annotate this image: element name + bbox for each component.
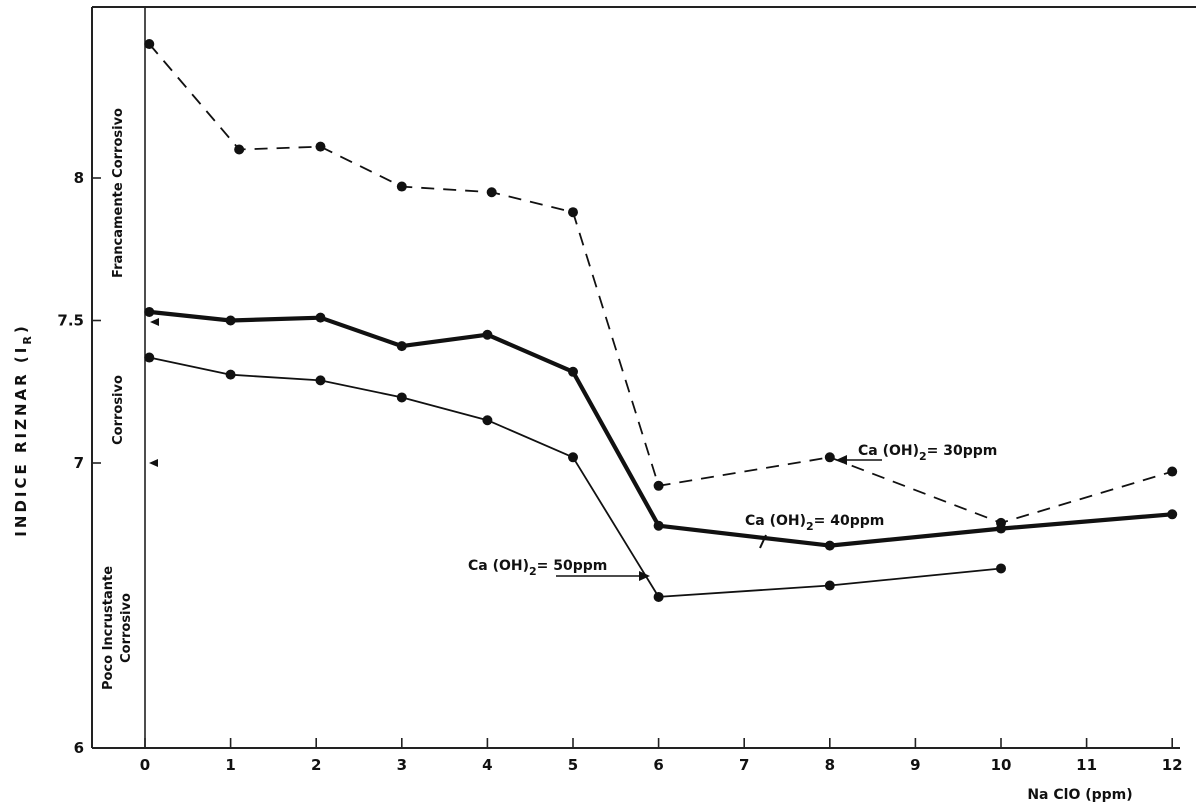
x-tick-group: 0 1 2 3 4 5 6 7 8 9 10 11 12 — [140, 738, 1183, 774]
series-1-point — [653, 480, 664, 491]
y-axis-label-sub: R — [21, 333, 34, 344]
series-2-point — [653, 520, 664, 531]
annotation-50ppm-main: Ca (OH) — [468, 558, 529, 574]
y-tick-label: 7.5 — [57, 312, 84, 330]
x-tick-label: 10 — [991, 756, 1012, 774]
annotation-40ppm-main: Ca (OH) — [745, 513, 806, 529]
y-tick-label: 6 — [74, 739, 84, 757]
series-2-point — [1167, 509, 1178, 520]
series-2-point — [144, 306, 155, 317]
x-axis-label: Na ClO (ppm) — [1027, 787, 1132, 803]
series-3-point — [824, 580, 835, 591]
zone-marker-upper — [150, 318, 159, 326]
annotation-50ppm: Ca (OH)2= 50ppm — [468, 558, 607, 578]
x-tick-label: 2 — [311, 756, 321, 774]
x-tick-label: 12 — [1162, 756, 1183, 774]
series-1-point — [234, 144, 245, 155]
series-2-point — [824, 540, 835, 551]
series-2-point — [996, 523, 1006, 534]
annotation-50ppm-rest: = 50ppm — [537, 558, 608, 574]
series-1-point — [568, 207, 578, 218]
series-2-point — [396, 341, 407, 352]
y-axis-label: INDICE RIZNAR (IR) — [12, 323, 34, 536]
y-tick-label: 7 — [74, 454, 84, 472]
series-1-point — [824, 452, 835, 463]
series-1-point — [144, 39, 155, 50]
series-3-point — [568, 452, 578, 463]
series-1-point — [486, 187, 497, 198]
annotation-30ppm-main: Ca (OH) — [858, 443, 919, 459]
series-2-point — [568, 366, 578, 377]
x-tick-label: 4 — [482, 756, 492, 774]
chart-frame — [91, 6, 1196, 749]
series-1-point — [396, 181, 407, 192]
series-3-point — [482, 415, 493, 426]
series-line-2 — [149, 309, 1173, 548]
y-tick-label: 8 — [74, 169, 84, 187]
zone-marker-lower — [149, 459, 158, 467]
series-group — [144, 39, 1178, 602]
annotation-30ppm-sub: 2 — [919, 450, 927, 463]
annotation-50ppm-sub: 2 — [529, 565, 537, 578]
series-line-1 — [148, 43, 1173, 524]
x-tick-label: 11 — [1076, 756, 1097, 774]
x-tick-label: 5 — [568, 756, 578, 774]
zone-label-corrosivo: Corrosivo — [111, 375, 126, 445]
series-3-point — [653, 591, 664, 602]
x-tick-label: 6 — [653, 756, 663, 774]
zone-label-poco-1: Poco Incrustante — [101, 566, 116, 690]
y-axis-label-main: INDICE RIZNAR (I — [12, 345, 30, 537]
annotation-30ppm-arrowhead — [836, 455, 847, 465]
zone-label-francamente: Francamente Corrosivo — [111, 108, 126, 278]
series-2-point — [482, 329, 493, 340]
annotation-30ppm: Ca (OH)2= 30ppm — [858, 443, 997, 463]
series-3-point — [315, 375, 326, 386]
series-3-point — [144, 352, 155, 363]
y-tick-group: 677.58 — [57, 169, 101, 757]
x-tick-label: 9 — [910, 756, 920, 774]
annotation-40ppm-pointer — [759, 534, 767, 549]
annotation-30ppm-rest: = 30ppm — [927, 443, 998, 459]
series-3-point — [396, 392, 407, 403]
annotation-50ppm-arrowhead — [639, 571, 650, 581]
x-tick-label: 8 — [825, 756, 835, 774]
annotation-40ppm: Ca (OH)2= 40ppm — [745, 513, 884, 533]
series-2-point — [315, 312, 326, 323]
y-axis-label-close: ) — [12, 323, 30, 333]
annotation-40ppm-rest: = 40ppm — [814, 513, 885, 529]
series-1-point — [315, 141, 326, 152]
series-2-point — [225, 315, 236, 326]
series-1-point — [1167, 466, 1178, 477]
zone-label-poco-2: Corrosivo — [119, 593, 134, 663]
series-3-point — [225, 369, 236, 380]
x-tick-label: 1 — [225, 756, 235, 774]
x-tick-label: 0 — [140, 756, 150, 774]
series-3-point — [996, 563, 1006, 574]
x-tick-label: 7 — [739, 756, 749, 774]
x-tick-label: 3 — [397, 756, 407, 774]
annotation-40ppm-sub: 2 — [806, 520, 814, 533]
